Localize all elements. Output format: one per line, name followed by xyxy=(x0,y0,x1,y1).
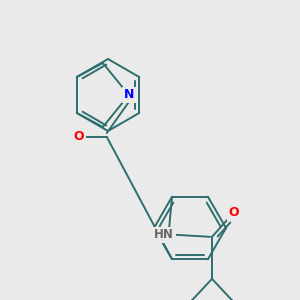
Text: HN: HN xyxy=(154,228,174,241)
Text: O: O xyxy=(229,206,239,219)
Text: N: N xyxy=(124,88,134,101)
Text: O: O xyxy=(74,130,84,143)
